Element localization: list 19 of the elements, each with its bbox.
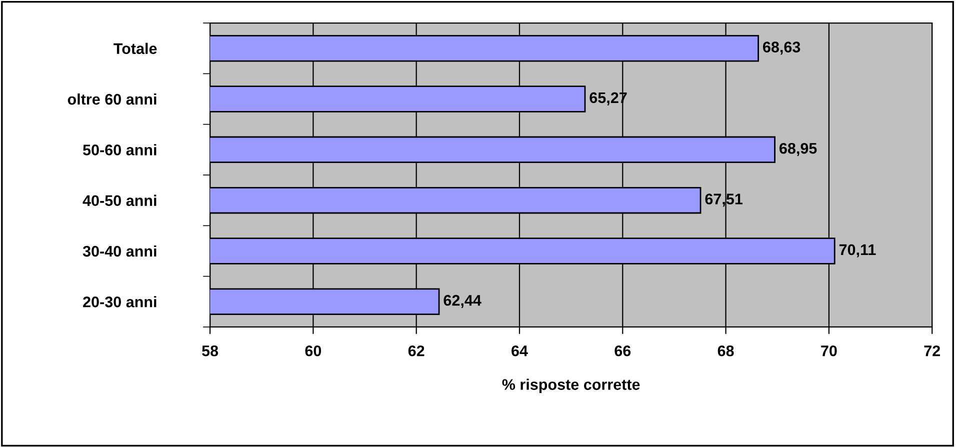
y-tick-label: 30-40 anni (82, 245, 156, 257)
x-tick-label: 68 (718, 345, 734, 356)
y-tick-label: Totale (114, 42, 157, 54)
x-tick-label: 70 (821, 345, 837, 356)
x-tick-label: 72 (924, 345, 940, 356)
data-label: 62,44 (444, 294, 482, 308)
x-tick-label: 66 (614, 345, 631, 356)
y-tick-label: 50-60 anni (83, 144, 156, 156)
data-label: 68,63 (763, 42, 800, 55)
y-tick-label: 40-50 anni (82, 194, 156, 206)
data-label: 70,11 (839, 244, 876, 258)
x-tick-label: 62 (408, 345, 424, 356)
data-label: 68,95 (780, 142, 817, 156)
x-axis-title: % risposte corrette (502, 378, 640, 393)
y-tick-label: 20-30 anni (83, 296, 156, 308)
x-tick-label: 60 (305, 345, 322, 356)
x-tick-label: 64 (512, 345, 528, 356)
y-tick-label: oltre 60 anni (68, 93, 156, 105)
x-tick-label: 58 (202, 345, 218, 356)
